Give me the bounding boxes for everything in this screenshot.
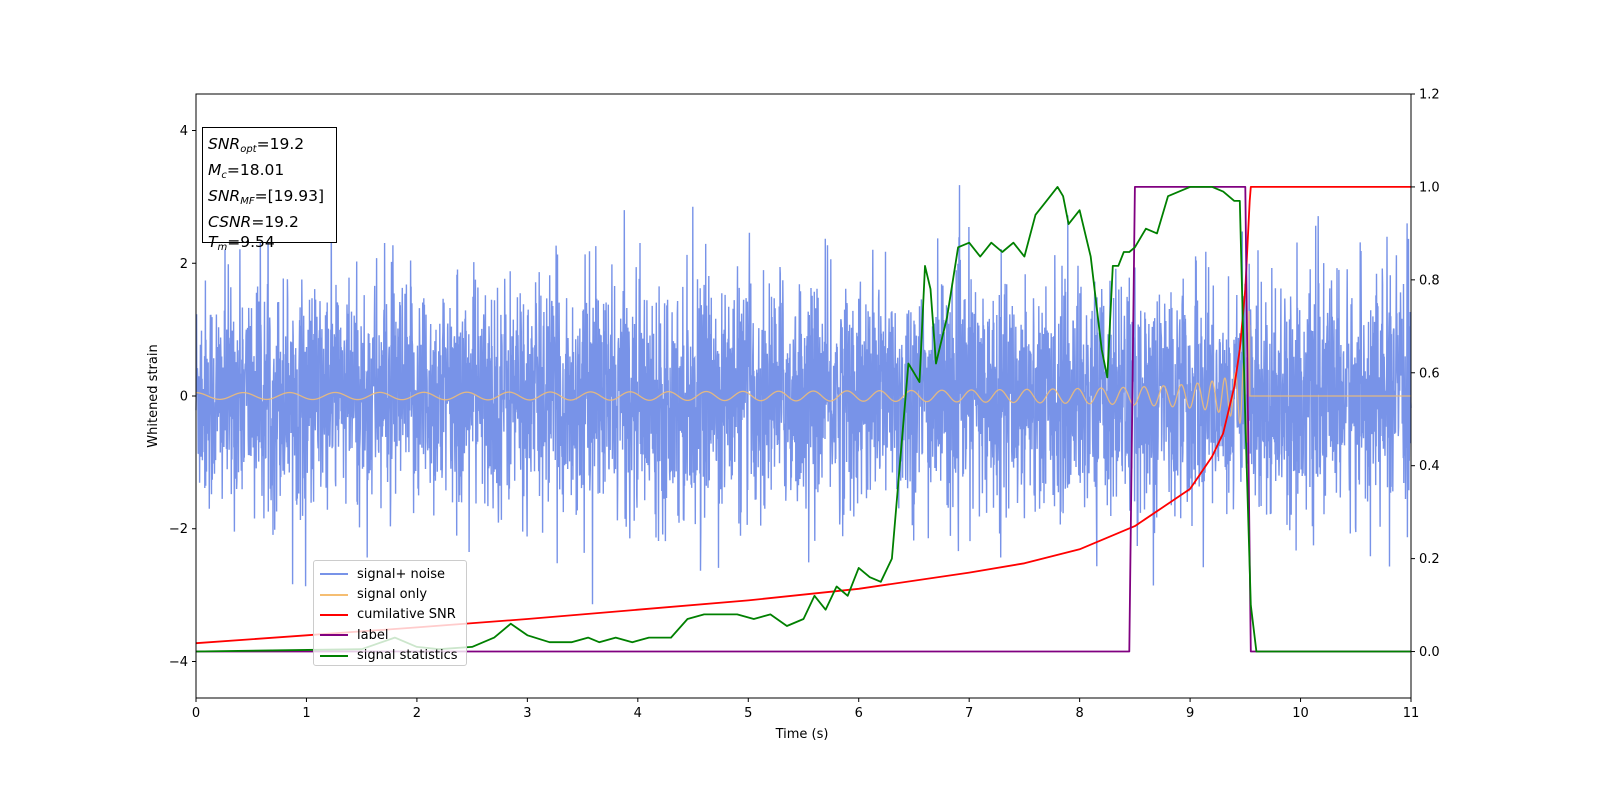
csnr-line: CSNR=19.2 <box>208 213 299 231</box>
legend-item-signal-noise: signal+ noise <box>320 564 466 584</box>
legend-item-cumulative-snr: cumilative SNR <box>320 605 466 625</box>
x-tick-label: 11 <box>1403 706 1420 721</box>
x-tick-label: 9 <box>1186 706 1194 721</box>
legend-swatch <box>320 593 348 596</box>
y-right-tick-label: 0.6 <box>1419 366 1440 381</box>
metrics-info-box: SNRopt=19.2 Mc=18.01 SNRMF=[19.93] CSNR=… <box>202 127 337 253</box>
y-axis-right: 0.0 0.2 0.4 0.6 0.8 1.0 1.2 <box>1411 88 1440 660</box>
y-right-tick-label: 0.2 <box>1419 552 1440 567</box>
mc-line: Mc=18.01 <box>208 161 285 181</box>
y-left-tick-label: −2 <box>169 522 188 537</box>
x-axis-label: Time (s) <box>775 727 829 742</box>
y-right-tick-label: 0.4 <box>1419 459 1440 474</box>
snr-opt-line: SNRopt=19.2 <box>208 135 305 155</box>
x-tick-label: 7 <box>965 706 973 721</box>
x-axis: 0 1 2 3 4 5 6 7 8 9 10 11 <box>192 698 1419 721</box>
snr-mf-line: SNRMF=[19.93] <box>208 187 325 207</box>
y-left-tick-label: 4 <box>180 124 188 139</box>
y-left-tick-label: −4 <box>169 655 188 670</box>
signal-noise-series <box>195 184 1412 605</box>
y-axis-left: −4 −2 0 2 4 <box>169 124 196 670</box>
tm-line: Tm=9.54 <box>208 233 275 253</box>
y-left-tick-label: 2 <box>180 257 188 272</box>
x-tick-label: 0 <box>192 706 200 721</box>
legend-item-label: label <box>320 625 466 645</box>
cumulative-snr-line <box>195 186 1411 645</box>
x-tick-label: 8 <box>1075 706 1083 721</box>
legend-swatch <box>320 573 348 576</box>
legend-swatch <box>320 654 348 657</box>
signal-statistics-series <box>195 186 1411 653</box>
signal-only-series <box>196 310 1411 443</box>
x-tick-label: 10 <box>1292 706 1309 721</box>
signal-statistics-line <box>195 186 1411 653</box>
y-right-tick-label: 0.0 <box>1419 645 1440 660</box>
x-tick-label: 3 <box>523 706 531 721</box>
cumulative-snr-series <box>195 186 1411 645</box>
x-tick-label: 6 <box>855 706 863 721</box>
x-tick-label: 1 <box>302 706 310 721</box>
x-tick-label: 5 <box>744 706 752 721</box>
y-right-tick-label: 0.8 <box>1419 273 1440 288</box>
legend-swatch <box>320 634 348 637</box>
signal-noise-line <box>195 184 1412 605</box>
legend: signal+ noise signal only cumilative SNR… <box>313 560 467 666</box>
signal-only-line <box>196 310 1411 443</box>
y-left-tick-label: 0 <box>180 390 188 405</box>
y-right-tick-label: 1.0 <box>1419 180 1440 195</box>
x-tick-label: 2 <box>413 706 421 721</box>
legend-item-signal-only: signal only <box>320 584 466 604</box>
legend-item-signal-statistics: signal statistics <box>320 646 466 666</box>
y-right-tick-label: 1.2 <box>1419 88 1440 103</box>
y-axis-label: Whitened strain <box>146 344 161 447</box>
x-tick-label: 4 <box>634 706 642 721</box>
legend-swatch <box>320 613 348 616</box>
